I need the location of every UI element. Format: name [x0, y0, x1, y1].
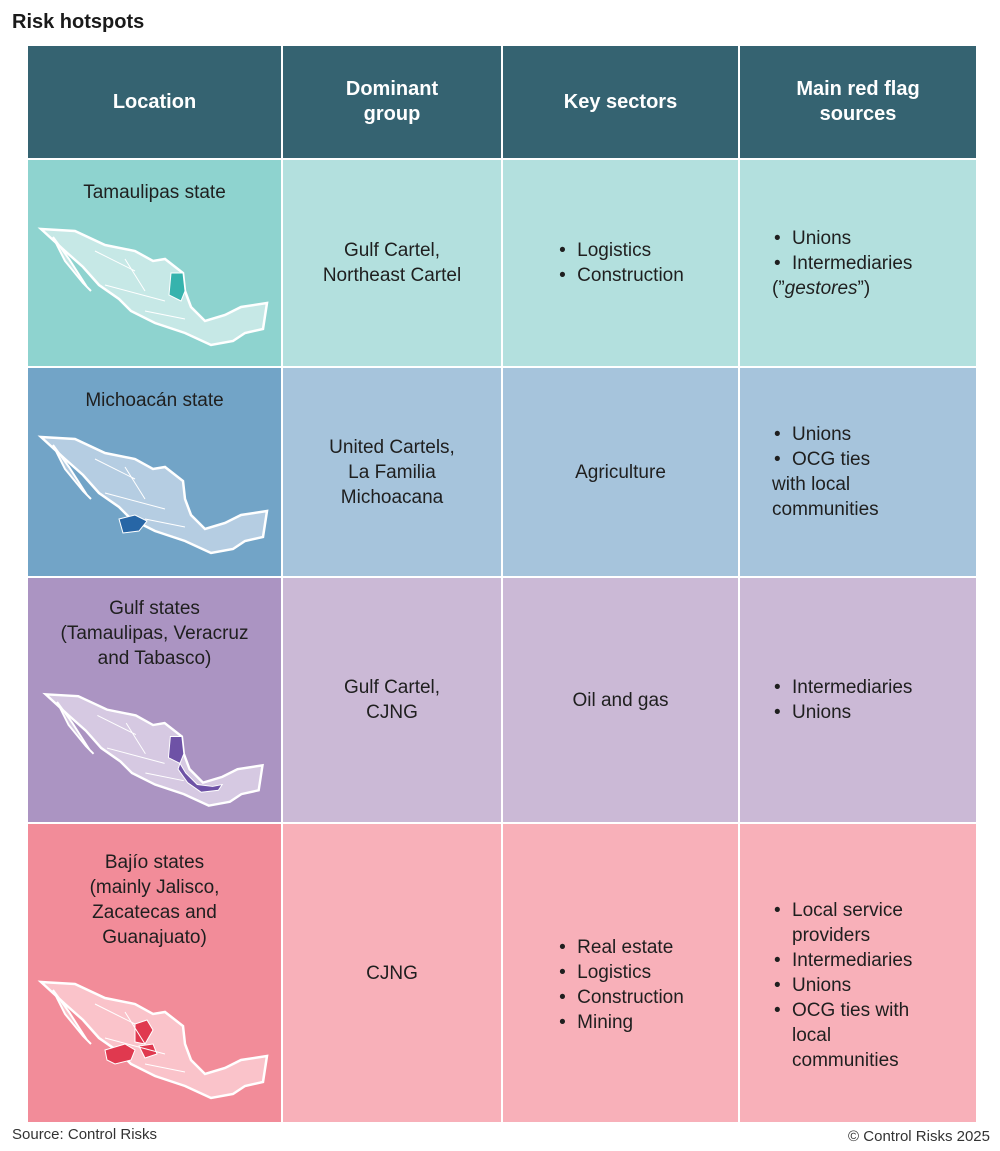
dominant-group-line: Northeast Cartel	[322, 265, 462, 286]
location-name-line: (Tamaulipas, Veracruz	[60, 623, 249, 644]
dominant-group-cell: Gulf Cartel, Northeast Cartel	[283, 160, 501, 366]
red-flag-item: OCG ties	[772, 447, 879, 472]
key-sectors-cell: Real estate Logistics Construction Minin…	[503, 824, 738, 1122]
location-cell-gulf-states: Gulf states (Tamaulipas, Veracruz and Ta…	[28, 578, 281, 822]
dominant-group-cell: CJNG	[283, 824, 501, 1122]
dominant-group-line: La Familia	[348, 461, 436, 483]
note-italic: gestores	[784, 277, 858, 299]
key-sectors-cell: Logistics Construction	[503, 160, 738, 366]
copyright-note: © Control Risks 2025	[848, 1128, 990, 1145]
mexico-map-icon	[37, 980, 268, 1100]
red-flags-cell: Unions OCG ties with local communities	[740, 368, 976, 576]
header-red-flag-sources: Main red flag sources	[740, 46, 976, 158]
source-note: Source: Control Risks	[12, 1126, 158, 1143]
mexico-map-icon	[37, 227, 268, 347]
red-flag-continuation: communities	[772, 499, 879, 520]
sector-text: Agriculture	[575, 461, 666, 483]
sector-item: Construction	[557, 263, 684, 288]
location-name-line: Guanajuato)	[102, 927, 207, 948]
sector-item: Real estate	[557, 935, 684, 960]
header-key-sectors: Key sectors	[503, 46, 738, 158]
dominant-group-line: Michoacana	[340, 486, 444, 508]
red-flag-item: Intermediaries	[772, 675, 912, 700]
location-name-line: Bajío states	[104, 852, 205, 873]
red-flag-continuation: with local	[772, 474, 851, 495]
risk-hotspots-table: Location Dominant group Key sectors Main…	[28, 46, 976, 1122]
red-flag-item: OCG ties with local communities	[772, 998, 932, 1073]
location-name: Michoacán state	[85, 390, 224, 411]
key-sectors-cell: Oil and gas	[503, 578, 738, 822]
location-name: Tamaulipas state	[83, 182, 226, 203]
sector-text: Oil and gas	[572, 689, 669, 711]
location-name-line: (mainly Jalisco,	[89, 877, 220, 898]
sector-item: Mining	[557, 1010, 684, 1035]
header-dominant-group-label: Dominant group	[345, 78, 439, 125]
dominant-group-cell: United Cartels, La Familia Michoacana	[283, 368, 501, 576]
location-cell-michoacan: Michoacán state	[28, 368, 281, 576]
dominant-group-line: CJNG	[366, 962, 418, 984]
header-location: Location	[28, 46, 281, 158]
sector-item: Logistics	[557, 238, 684, 263]
location-name-line: Gulf states	[109, 598, 200, 619]
mexico-map-icon	[41, 692, 264, 807]
dominant-group-line: United Cartels,	[329, 436, 455, 458]
note-suffix: ”)	[857, 277, 871, 299]
dominant-group-line: Gulf Cartel,	[343, 677, 441, 698]
red-flags-cell: Unions Intermediaries (”gestores”)	[740, 160, 976, 366]
red-flag-item: Unions	[772, 226, 912, 251]
red-flag-item: Unions	[772, 422, 879, 447]
page-title: Risk hotspots	[12, 11, 145, 33]
red-flag-item: Intermediaries	[772, 251, 912, 276]
dominant-group-line: Gulf Cartel,	[343, 240, 441, 261]
location-cell-tamaulipas: Tamaulipas state	[28, 160, 281, 366]
red-flag-note: (”gestores”)	[772, 276, 912, 301]
red-flag-item: Unions	[772, 973, 932, 998]
key-sectors-cell: Agriculture	[503, 368, 738, 576]
location-cell-bajio-states: Bajío states (mainly Jalisco, Zacatecas …	[28, 824, 281, 1122]
red-flags-cell: Local service providers Intermediaries U…	[740, 824, 976, 1122]
dominant-group-line: CJNG	[366, 702, 418, 723]
sector-item: Logistics	[557, 960, 684, 985]
sector-item: Construction	[557, 985, 684, 1010]
red-flag-item: Unions	[772, 700, 912, 725]
header-dominant-group: Dominant group	[283, 46, 501, 158]
note-prefix: (”	[772, 277, 785, 299]
location-name-line: Zacatecas and	[92, 902, 217, 923]
dominant-group-cell: Gulf Cartel, CJNG	[283, 578, 501, 822]
red-flag-item: Intermediaries	[772, 948, 932, 973]
location-name-line: and Tabasco)	[97, 648, 212, 669]
red-flag-item: Local service providers	[772, 898, 932, 948]
mexico-map-icon	[37, 435, 268, 555]
header-red-flag-label: Main red flag sources	[796, 78, 920, 125]
red-flags-cell: Intermediaries Unions	[740, 578, 976, 822]
